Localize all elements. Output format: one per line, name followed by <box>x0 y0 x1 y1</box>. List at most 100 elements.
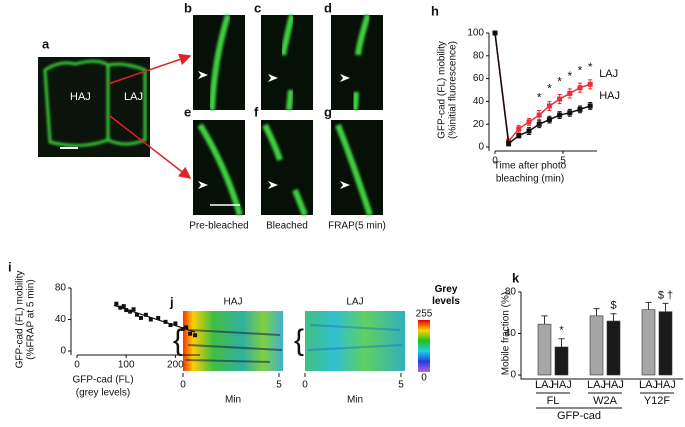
kymo-title: LAJ <box>346 297 363 308</box>
series-label: LAJ <box>599 68 618 80</box>
point <box>118 305 123 310</box>
x-tick-label: 0 <box>74 360 80 371</box>
point <box>587 103 593 109</box>
point <box>577 106 583 112</box>
series-label: HAJ <box>655 379 676 391</box>
point <box>546 117 552 123</box>
point <box>506 141 512 147</box>
point <box>148 317 153 322</box>
panel-label: g <box>324 104 332 119</box>
x-tick-label: 0 <box>302 380 308 391</box>
series-label: HAJ <box>599 90 620 102</box>
point <box>128 309 133 314</box>
point <box>121 304 126 309</box>
point <box>193 333 198 338</box>
bar <box>589 315 604 376</box>
panel-label: e <box>184 104 191 119</box>
point <box>577 85 583 91</box>
point <box>546 103 552 109</box>
y-tick-label: 40 <box>505 328 517 339</box>
panel-labels: a HAJ LAJ b c d e f g Pre-bleached Bleac… <box>42 0 433 405</box>
error-bar <box>610 313 617 322</box>
point <box>557 112 563 118</box>
y-tick-label: 80 <box>473 50 485 61</box>
y-tick-label: 40 <box>55 314 67 325</box>
significance: * <box>547 82 552 96</box>
colorbar-label: 255 <box>416 309 433 320</box>
axis <box>520 292 683 380</box>
x-tick-label: Y12F <box>644 395 671 407</box>
error-bar <box>558 338 565 347</box>
point <box>516 126 522 132</box>
y-tick-label: 20 <box>473 119 485 130</box>
error-bar <box>645 301 652 310</box>
x-tick-label: FL <box>547 395 560 407</box>
x-axis-label: GFP-cad (FL) <box>72 375 133 386</box>
label: HAJ <box>70 91 91 103</box>
point <box>516 133 522 139</box>
significance: * <box>588 60 593 74</box>
panel-label: i <box>8 259 12 274</box>
significance: $ † <box>658 289 673 301</box>
micrograph-a <box>38 57 150 157</box>
x-tick-label: 0 <box>492 156 498 167</box>
bar <box>606 320 621 376</box>
x-axis-label: bleaching (min) <box>496 174 564 185</box>
panel-label: j <box>169 294 174 309</box>
error-bar <box>662 302 669 312</box>
error-bar <box>593 308 600 316</box>
point <box>492 30 498 36</box>
point <box>163 319 168 324</box>
significance: $ <box>610 300 616 312</box>
error-bar <box>541 315 548 325</box>
bar <box>554 346 569 376</box>
significance: * <box>567 69 572 83</box>
point <box>184 325 189 330</box>
point <box>124 308 129 313</box>
y-tick-label: 0 <box>60 346 66 357</box>
point <box>168 323 173 328</box>
bar <box>641 309 656 376</box>
point <box>114 301 119 306</box>
kymo-title: HAJ <box>224 297 243 308</box>
caption: Bleached <box>266 221 308 232</box>
x-label: Min <box>347 395 363 406</box>
colorbar-label: 0 <box>421 373 427 384</box>
point <box>173 321 178 326</box>
y-tick-label: 0 <box>510 370 516 381</box>
colorbar-title: Grey levels <box>432 284 460 307</box>
point <box>526 128 532 134</box>
y-axis-label: Mobile fraction (%) <box>501 292 512 375</box>
y-tick-label: 80 <box>55 283 67 294</box>
panel-label: h <box>431 3 439 18</box>
caption: Pre-bleached <box>189 221 248 232</box>
y-tick-label: 80 <box>505 287 517 298</box>
x-tick-label: 5 <box>398 380 404 391</box>
label: LAJ <box>124 91 143 103</box>
y-tick-label: 60 <box>473 73 485 84</box>
point <box>557 96 563 102</box>
y-axis-label: (%FRAP at 5 min) <box>26 279 37 359</box>
x-tick-label: 200 <box>167 360 184 371</box>
bar <box>537 323 552 376</box>
point <box>567 110 573 116</box>
point <box>536 121 542 127</box>
significance: * <box>557 75 562 89</box>
point <box>143 312 148 317</box>
panel-label: c <box>254 0 261 15</box>
x-axis-label: GFP-cad <box>557 410 601 422</box>
point <box>180 326 185 331</box>
series-line <box>494 32 591 144</box>
point <box>587 81 593 87</box>
series-label: LAJ <box>639 379 658 391</box>
series-label: LAJ <box>535 379 554 391</box>
point <box>536 112 542 118</box>
series-line <box>494 32 591 145</box>
y-axis-label: GFP-cad (FL) mobility <box>15 271 26 369</box>
bracket: { <box>173 324 183 357</box>
point <box>138 315 143 320</box>
series-label: HAJ <box>551 379 572 391</box>
